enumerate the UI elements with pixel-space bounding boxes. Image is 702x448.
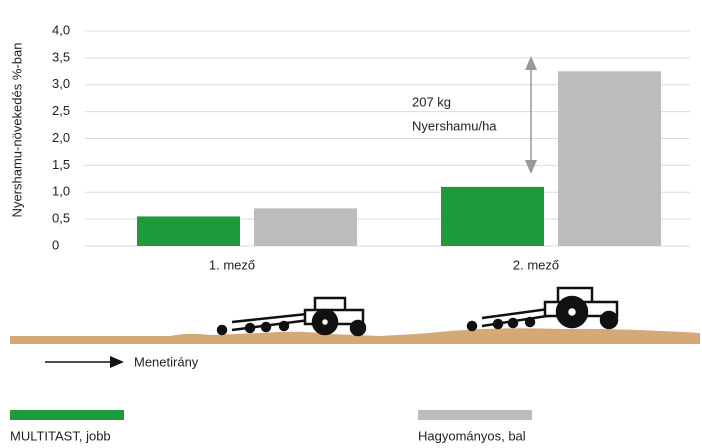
direction-label: Menetirány <box>134 354 199 369</box>
page: 0 0,5 1,0 1,5 2,0 2,5 3,0 3,5 4,0 1. mező 2. mező M… <box>0 0 702 448</box>
y-tick-label: 0,5 <box>52 211 70 226</box>
y-tick-label: 2,0 <box>52 130 70 145</box>
plot: 0 0,5 1,0 1,5 2,0 2,5 3,0 3,5 4,0 1. mező 2. mező M… <box>10 22 690 443</box>
y-tick-label: 3,0 <box>52 76 70 91</box>
y-tick-label: 4,0 <box>52 22 70 37</box>
annotation: 207 kg <box>412 94 451 109</box>
y-tick-label: 3,5 <box>52 49 70 64</box>
bar <box>441 187 544 246</box>
legend-label: Hagyományos, bal <box>418 428 526 443</box>
legend-swatch <box>418 410 532 420</box>
y-tick-label: 2,5 <box>52 103 70 118</box>
y-axis-label: Nyershamu-növekedés %-ban <box>9 43 24 218</box>
legend-swatch <box>10 410 124 420</box>
direction-arrow <box>45 356 124 368</box>
y-tick-label: 0 <box>52 237 59 252</box>
bar <box>558 71 661 246</box>
tractor <box>468 288 617 330</box>
difference-arrow <box>525 56 537 174</box>
chart: 0 0,5 1,0 1,5 2,0 2,5 3,0 3,5 4,0 1. mező 2. mező M… <box>0 0 702 448</box>
y-tick-label: 1,0 <box>52 184 70 199</box>
y-tick-label: 1,5 <box>52 157 70 172</box>
bar <box>137 216 240 246</box>
bar <box>254 208 357 246</box>
tractor <box>218 298 365 335</box>
x-tick-label: 2. mező <box>513 257 559 272</box>
annotation: Nyershamu/ha <box>412 118 497 133</box>
legend-label: MULTITAST, jobb <box>10 428 111 443</box>
x-tick-label: 1. mező <box>209 257 255 272</box>
